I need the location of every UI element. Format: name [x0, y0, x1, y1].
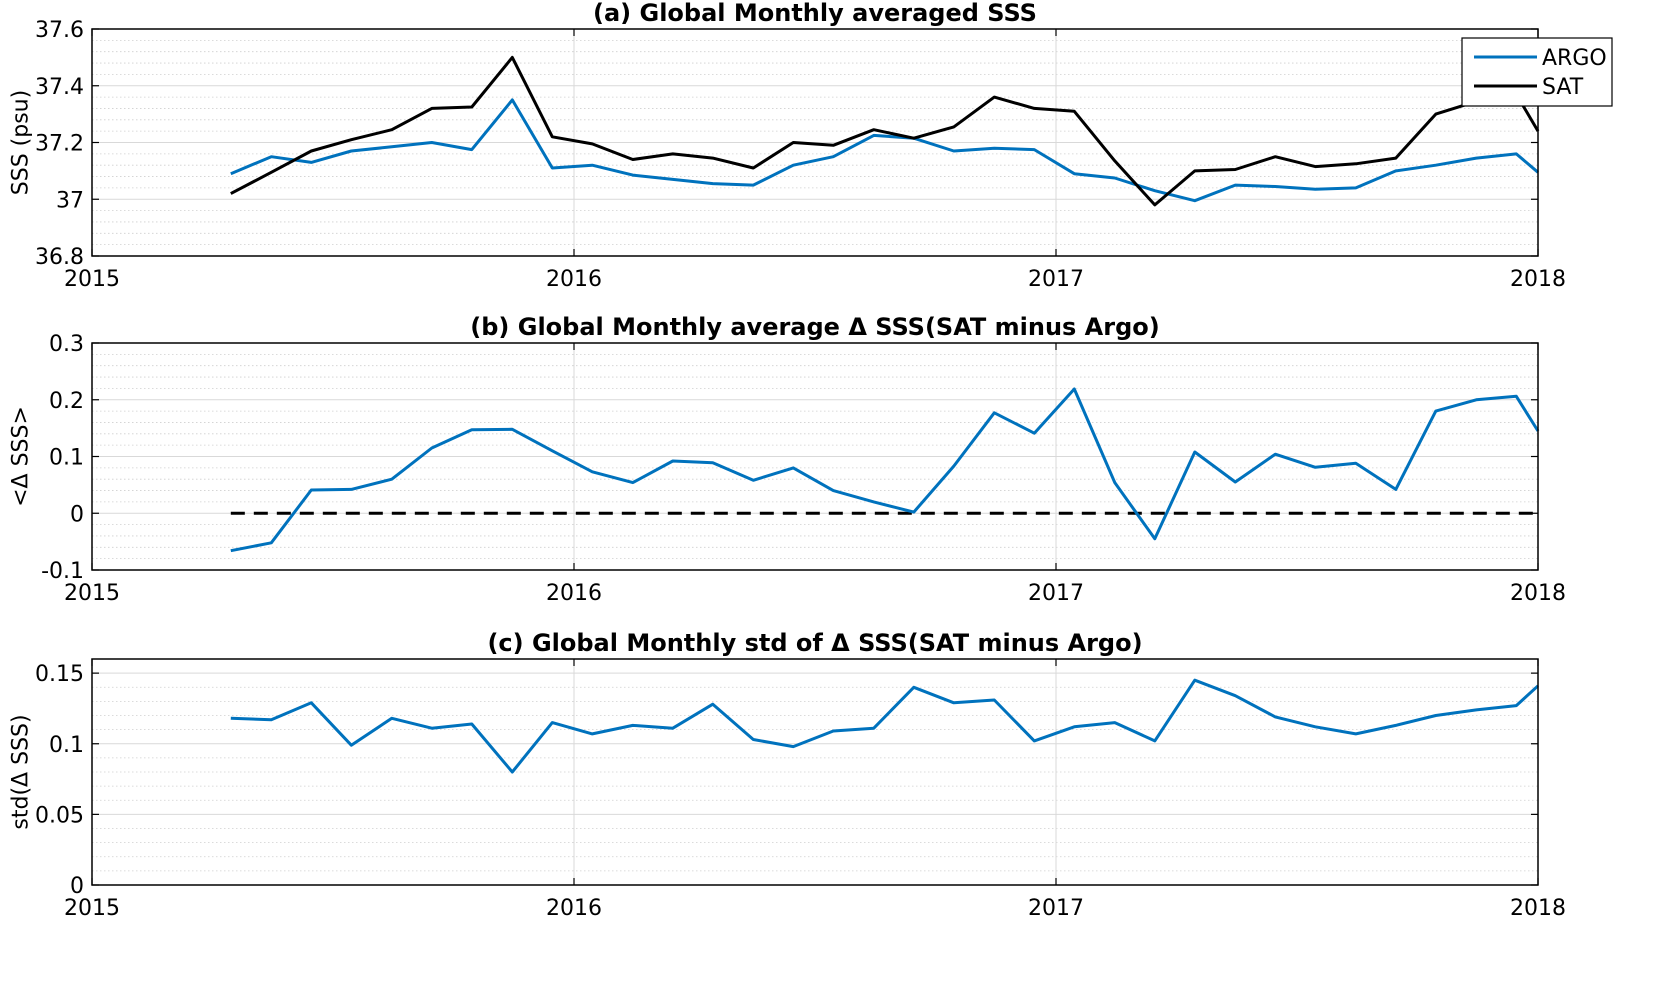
y-tick-label: 0.15: [35, 662, 84, 687]
panel-c: 2015 2016 2017 2018 0 0.05 0.1 0.15 (c) Global…: [9, 629, 1566, 921]
legend-box: [1461, 37, 1613, 107]
chart-title-c: (c) Global Monthly std of Δ SSS(SAT minu…: [487, 629, 1142, 657]
y-tick-label: 0.1: [49, 446, 84, 471]
x-tick-label: 2016: [546, 896, 602, 921]
x-tick-label: 2018: [1510, 896, 1566, 921]
chart-title-b: (b) Global Monthly average Δ SSS(SAT min…: [470, 313, 1159, 341]
panel-b: 2015 2016 2017 2018 -0.1 0 0.1 0.2 0.3 (b) Glob…: [9, 313, 1566, 606]
x-tick-label: 2018: [1510, 267, 1566, 292]
y-tick-label: 36.8: [35, 245, 84, 270]
y-tick-label: 0.05: [35, 803, 84, 828]
panel-a: 2015 2016 2017 2018 36.8 37 37.2 37.4 37.6 (a) …: [9, 0, 1613, 292]
y-tick-label: 0.2: [49, 389, 84, 414]
y-axis-label-c: std(Δ SSS): [9, 714, 34, 829]
legend-label-argo: ARGO: [1542, 46, 1607, 71]
x-tick-label: 2016: [546, 581, 602, 606]
x-tick-label: 2017: [1028, 896, 1084, 921]
series-line-sat: [230, 55, 1540, 207]
x-tick-label: 2017: [1028, 267, 1084, 292]
x-tick-label: 2015: [64, 896, 120, 921]
y-axis-label-b: <Δ SSS>: [9, 406, 34, 507]
y-tick-label: 37.4: [35, 75, 84, 100]
series-line-series-0: [230, 387, 1540, 553]
legend: ARGO SAT: [1461, 37, 1613, 107]
y-tick-label: 37: [56, 188, 84, 213]
legend-label-sat: SAT: [1542, 75, 1584, 100]
y-tick-label: -0.1: [41, 559, 84, 584]
x-tick-label: 2018: [1510, 581, 1566, 606]
y-tick-label: 37.6: [35, 18, 84, 43]
y-tick-label: 37.2: [35, 132, 84, 157]
axes-frame-c: [91, 658, 1539, 886]
y-axis-label-a: SSS (psu): [9, 90, 34, 195]
y-tick-label: 0: [70, 502, 84, 527]
x-tick-label: 2015: [64, 581, 120, 606]
y-tick-label: 0: [70, 874, 84, 899]
chart-title-a: (a) Global Monthly averaged SSS: [593, 0, 1037, 27]
y-tick-label: 0.3: [49, 332, 84, 357]
series-line-argo: [230, 98, 1539, 203]
x-tick-label: 2015: [64, 267, 120, 292]
y-tick-label: 0.1: [49, 733, 84, 758]
x-tick-label: 2017: [1028, 581, 1084, 606]
series-line-series-0: [230, 678, 1540, 774]
x-tick-label: 2016: [546, 267, 602, 292]
